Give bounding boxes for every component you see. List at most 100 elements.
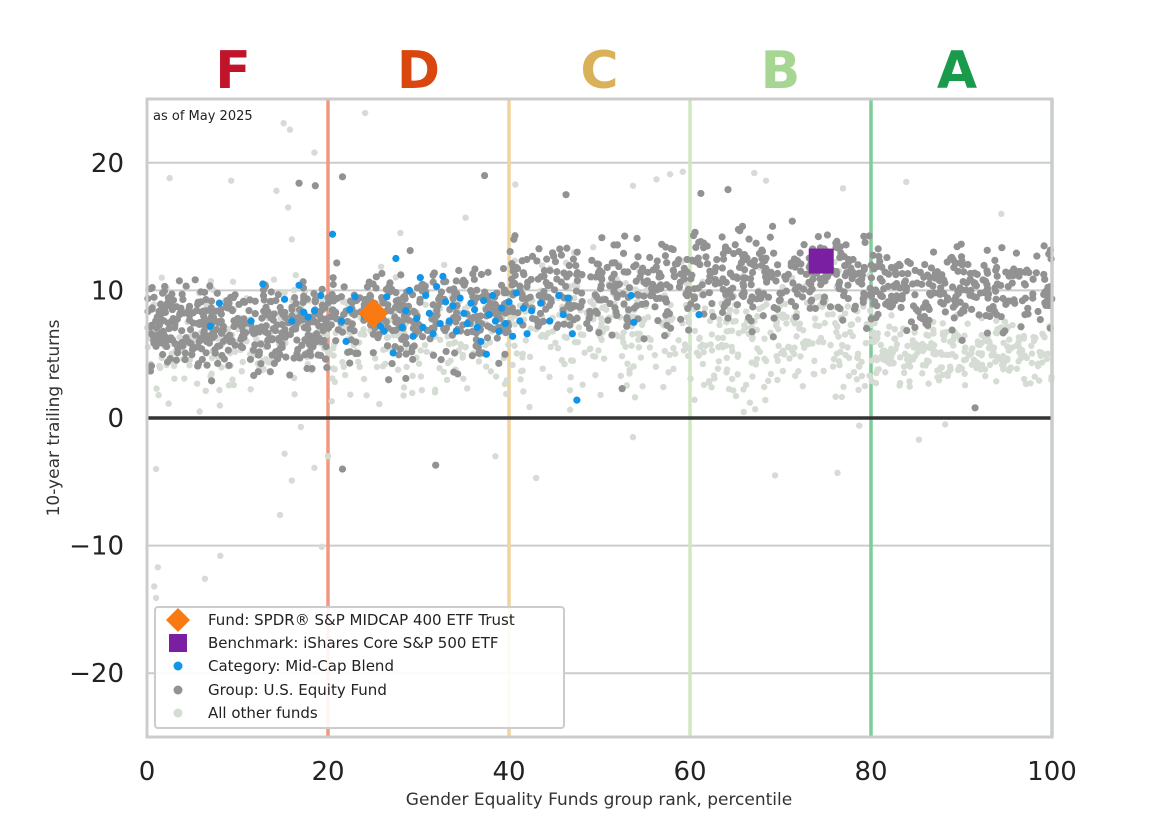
other-fund-point [888, 312, 895, 319]
group-fund-point [959, 306, 967, 314]
group-fund-point [1003, 298, 1012, 306]
group-fund-point [1015, 272, 1023, 280]
group-fund-point [592, 273, 600, 281]
other-fund-point [1023, 354, 1031, 362]
group-fund-point [193, 300, 202, 309]
category-fund-point [383, 293, 391, 301]
group-fund-point [979, 276, 987, 284]
other-fund-point [394, 366, 402, 373]
other-fund-point [154, 564, 162, 571]
other-fund-point [749, 335, 756, 343]
group-fund-point [280, 328, 289, 336]
other-fund-point [503, 390, 510, 398]
group-fund-point [711, 280, 719, 288]
group-fund-point [958, 257, 966, 265]
category-fund-point [456, 294, 464, 302]
category-fund-point [433, 282, 441, 291]
category-fund-point [419, 323, 427, 332]
group-fund-point [937, 284, 945, 292]
group-fund-point [775, 297, 783, 305]
group-fund-point [854, 261, 862, 269]
category-fund-point [328, 230, 337, 238]
group-fund-point [719, 250, 727, 258]
other-fund-point [760, 383, 768, 391]
group-fund-point [797, 260, 805, 268]
other-fund-point [905, 359, 912, 367]
group-fund-point [255, 348, 264, 356]
other-fund-point [229, 278, 237, 285]
other-fund-point [925, 332, 932, 339]
other-fund-point [850, 368, 858, 376]
category-fund-point [402, 307, 410, 315]
other-fund-point [855, 386, 862, 394]
group-fund-point [160, 287, 169, 295]
other-fund-point [883, 356, 890, 363]
other-fund-point [418, 386, 426, 394]
other-fund-point [882, 369, 889, 376]
other-fund-point [383, 334, 391, 342]
other-fund-point [281, 450, 288, 457]
group-fund-point [186, 326, 195, 334]
other-fund-point [746, 399, 754, 406]
group-fund-point [402, 374, 410, 383]
category-fund-point [380, 327, 388, 335]
other-fund-point [853, 376, 861, 383]
group-fund-point [570, 316, 578, 324]
group-fund-point [200, 329, 208, 337]
category-fund-point [482, 350, 490, 358]
group-fund-point [573, 248, 581, 256]
group-fund-point [618, 385, 626, 393]
other-fund-point [958, 365, 966, 372]
other-fund-point [181, 375, 188, 382]
category-fund-point [259, 280, 267, 288]
y-tick-label: 20 [91, 149, 124, 179]
plot-frame [145, 97, 1054, 739]
other-fund-point [377, 263, 385, 271]
other-fund-point [734, 353, 742, 360]
group-fund-point [578, 297, 586, 306]
group-fund-point [186, 316, 194, 324]
group-fund-point [802, 270, 810, 278]
other-fund-point [186, 362, 193, 369]
other-fund-point [837, 348, 844, 356]
other-fund-point [774, 357, 782, 364]
category-fund-point [439, 272, 447, 280]
group-fund-point [171, 321, 179, 329]
group-fund-point [416, 298, 424, 306]
other-fund-point [586, 298, 594, 305]
other-fund-point [646, 344, 654, 351]
other-fund-point [946, 367, 954, 374]
group-fund-point [880, 285, 888, 293]
group-fund-point [150, 293, 158, 301]
group-fund-point [553, 323, 561, 332]
category-fund-point [409, 332, 417, 340]
other-fund-point [791, 344, 798, 351]
other-fund-point [833, 322, 841, 329]
group-fund-point [983, 246, 991, 254]
group-fund-point [776, 289, 784, 297]
other-fund-point [896, 354, 904, 361]
other-fund-point [729, 318, 737, 325]
other-fund-point [201, 575, 209, 582]
other-fund-point [939, 371, 946, 379]
other-fund-point [423, 348, 430, 355]
group-fund-point [718, 233, 726, 241]
group-fund-point [288, 303, 296, 311]
group-fund-point [352, 349, 360, 358]
other-fund-point [547, 343, 554, 351]
group-fund-point [902, 283, 911, 292]
category-fund-point [559, 311, 567, 319]
other-fund-point [950, 342, 957, 349]
legend-benchmark-marker [169, 634, 187, 652]
x-tick-label: 100 [1027, 757, 1077, 787]
group-fund-point [470, 313, 478, 321]
group-fund-point [927, 264, 936, 272]
group-fund-point [926, 273, 934, 282]
group-fund-point [442, 347, 450, 356]
other-fund-point [810, 370, 817, 378]
group-fund-point [797, 267, 805, 275]
group-fund-point [511, 232, 519, 240]
other-fund-point [836, 361, 843, 369]
other-fund-point [845, 372, 853, 380]
